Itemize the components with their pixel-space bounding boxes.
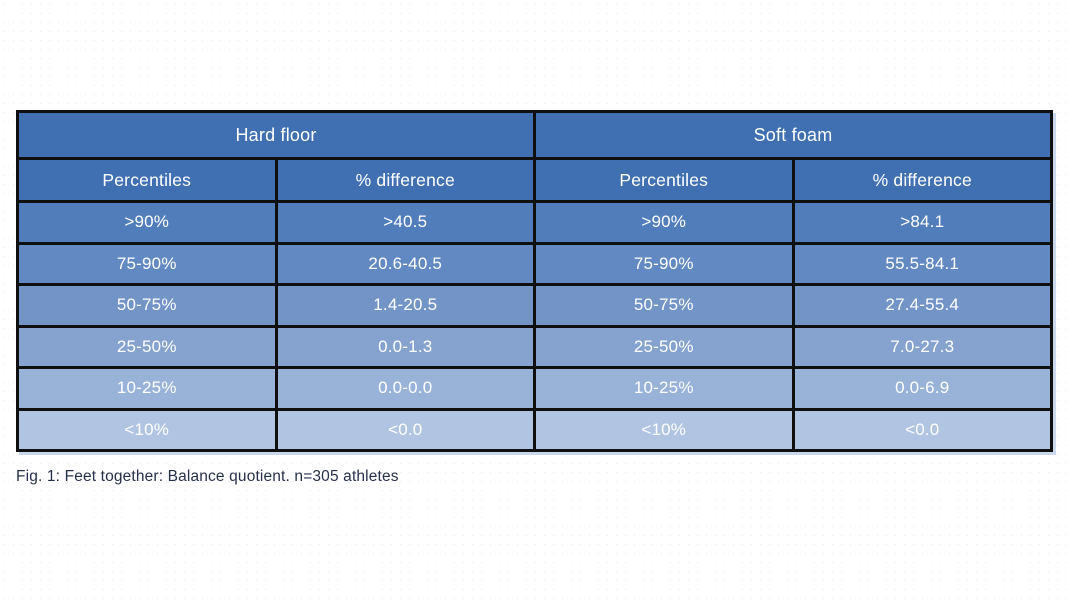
table-cell: <10% [16,407,278,452]
table-cell: 27.4-55.4 [791,283,1053,328]
table-cell: 10-25% [533,366,795,411]
table-cell: 75-90% [16,241,278,286]
table-cell: 0.0-6.9 [791,366,1053,411]
table-cell: <0.0 [791,407,1053,452]
table-cell: <0.0 [274,407,536,452]
table-cell: <10% [533,407,795,452]
column-header-hard-percentiles: Percentiles [16,157,278,203]
group-header-row: Hard floor Soft foam [16,110,1053,160]
table-cell: >90% [16,200,278,245]
table-row: 10-25% 0.0-0.0 10-25% 0.0-6.9 [16,366,1053,411]
table-row: 50-75% 1.4-20.5 50-75% 27.4-55.4 [16,283,1053,328]
column-header-hard-difference: % difference [274,157,536,203]
table-cell: 25-50% [533,324,795,369]
table-cell: 75-90% [533,241,795,286]
table-cell: 10-25% [16,366,278,411]
table-cell: 20.6-40.5 [274,241,536,286]
table-row: <10% <0.0 <10% <0.0 [16,407,1053,452]
table-row: >90% >40.5 >90% >84.1 [16,200,1053,245]
table-cell: 50-75% [16,283,278,328]
balance-quotient-table: Hard floor Soft foam Percentiles % diffe… [16,110,1053,452]
column-header-soft-percentiles: Percentiles [533,157,795,203]
table-cell: 7.0-27.3 [791,324,1053,369]
group-header-soft-foam: Soft foam [533,110,1053,160]
table-row: 75-90% 20.6-40.5 75-90% 55.5-84.1 [16,241,1053,286]
table-cell: 55.5-84.1 [791,241,1053,286]
column-header-row: Percentiles % difference Percentiles % d… [16,157,1053,203]
table-cell: 0.0-1.3 [274,324,536,369]
table-cell: 1.4-20.5 [274,283,536,328]
column-header-soft-difference: % difference [791,157,1053,203]
table-cell: 50-75% [533,283,795,328]
figure-caption: Fig. 1: Feet together: Balance quotient.… [16,468,399,485]
table-cell: 0.0-0.0 [274,366,536,411]
table-cell: >84.1 [791,200,1053,245]
table-cell: >40.5 [274,200,536,245]
table-cell: >90% [533,200,795,245]
table-cell: 25-50% [16,324,278,369]
group-header-hard-floor: Hard floor [16,110,536,160]
table-row: 25-50% 0.0-1.3 25-50% 7.0-27.3 [16,324,1053,369]
